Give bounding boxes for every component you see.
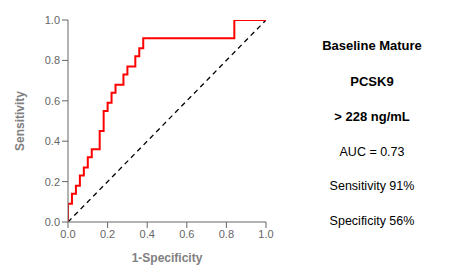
svg-text:1-Specificity: 1-Specificity <box>132 251 203 265</box>
svg-text:0.4: 0.4 <box>140 228 155 240</box>
html-text:Specificity 56%: Specificity 56% <box>329 213 415 228</box>
svg-text:0.2: 0.2 <box>100 228 115 240</box>
svg-text:0.6: 0.6 <box>45 95 60 107</box>
svg-text:0.0: 0.0 <box>60 228 75 240</box>
html-text:Sensitivity 91%: Sensitivity 91% <box>329 179 415 194</box>
svg-text:1.0: 1.0 <box>258 228 273 240</box>
html-text:PCSK9: PCSK9 <box>350 73 394 89</box>
html-text:AUC = 0.73: AUC = 0.73 <box>339 144 405 159</box>
svg-text:0.2: 0.2 <box>45 176 60 188</box>
svg-text:0.0: 0.0 <box>45 216 60 228</box>
svg-text:0.4: 0.4 <box>45 135 60 147</box>
svg-text:Sensitivity: Sensitivity <box>13 91 27 151</box>
svg-text:0.8: 0.8 <box>45 54 60 66</box>
svg-text:0.8: 0.8 <box>219 228 234 240</box>
svg-text:0.6: 0.6 <box>179 228 194 240</box>
svg-text:1.0: 1.0 <box>45 14 60 26</box>
html-text:> 228 ng/mL: > 228 ng/mL <box>334 109 410 125</box>
html-text:Baseline Mature: Baseline Mature <box>322 38 422 54</box>
